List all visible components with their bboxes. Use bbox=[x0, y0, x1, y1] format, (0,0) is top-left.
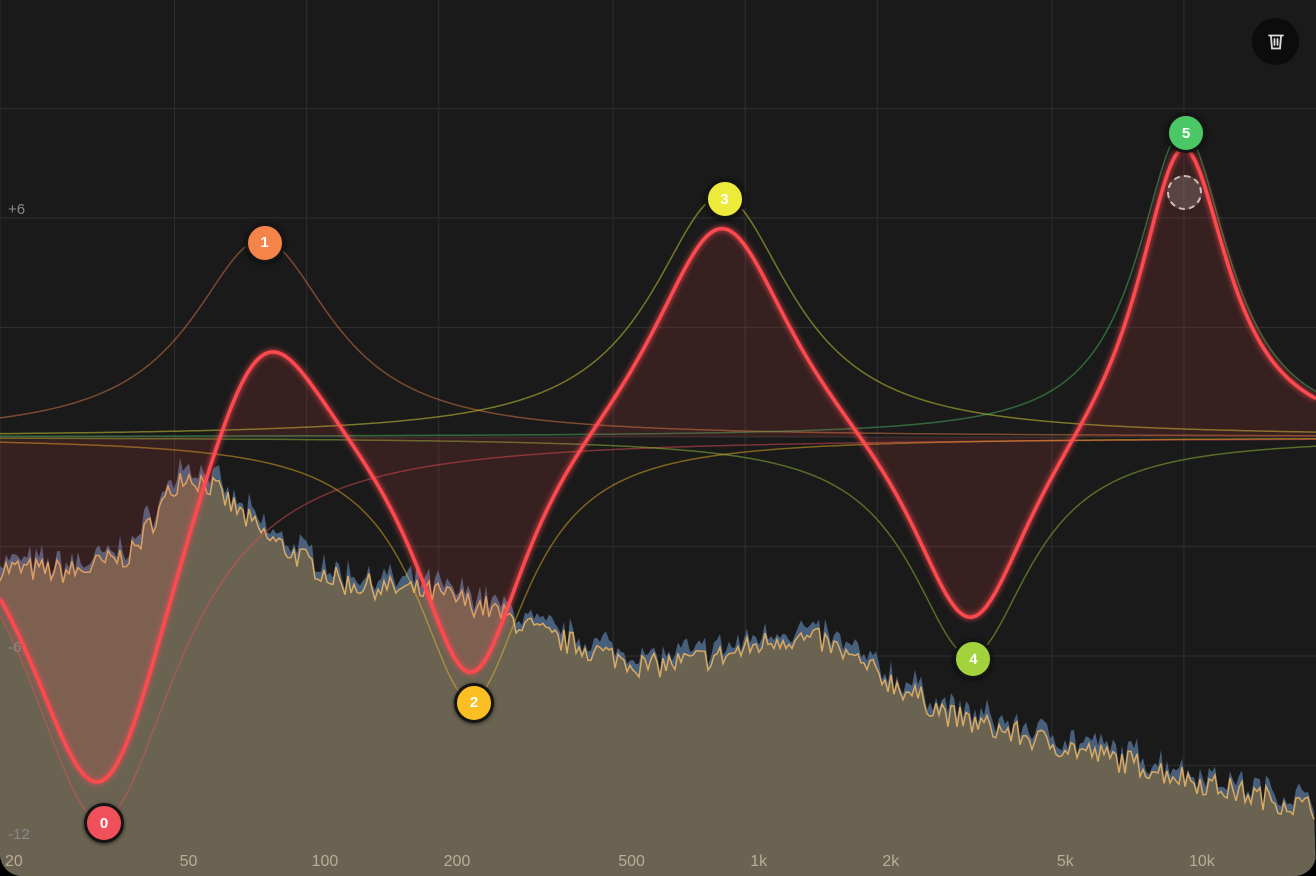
x-tick-label: 20 bbox=[5, 853, 23, 870]
delete-button[interactable] bbox=[1252, 18, 1299, 65]
y-tick-label: -12 bbox=[8, 826, 30, 843]
band-curve-3 bbox=[0, 195, 1316, 435]
trash-icon bbox=[1267, 34, 1284, 49]
band-node-4[interactable]: 4 bbox=[953, 639, 994, 679]
y-tick-label: -6 bbox=[8, 639, 22, 656]
x-tick-label: 5k bbox=[1056, 853, 1074, 870]
x-tick-label: 500 bbox=[618, 853, 645, 870]
x-tick-label: 10k bbox=[1188, 853, 1215, 870]
band-curve-0 bbox=[0, 438, 1316, 821]
band-node-0[interactable]: 0 bbox=[84, 803, 125, 844]
x-tick-label: 200 bbox=[443, 853, 471, 870]
spectrum-line bbox=[0, 472, 1315, 820]
y-tick-label: +6 bbox=[8, 201, 26, 218]
band-curve-2 bbox=[0, 437, 1316, 701]
band-curve-1 bbox=[0, 239, 1316, 437]
band-node-1[interactable]: 1 bbox=[244, 222, 285, 263]
response-curve bbox=[0, 146, 1316, 784]
x-tick-label: 100 bbox=[311, 853, 339, 870]
spectrum-fill bbox=[0, 473, 1316, 876]
response-area bbox=[0, 148, 1316, 782]
x-tick-label: 50 bbox=[179, 853, 198, 870]
band-node-5[interactable]: 5 bbox=[1165, 113, 1206, 154]
x-tick-label: 1k bbox=[750, 853, 768, 870]
band-node-3[interactable]: 3 bbox=[704, 179, 745, 220]
x-tick-label: 2k bbox=[882, 853, 900, 870]
band-node-2[interactable]: 2 bbox=[454, 682, 494, 723]
hover-node-ghost bbox=[1167, 175, 1202, 210]
